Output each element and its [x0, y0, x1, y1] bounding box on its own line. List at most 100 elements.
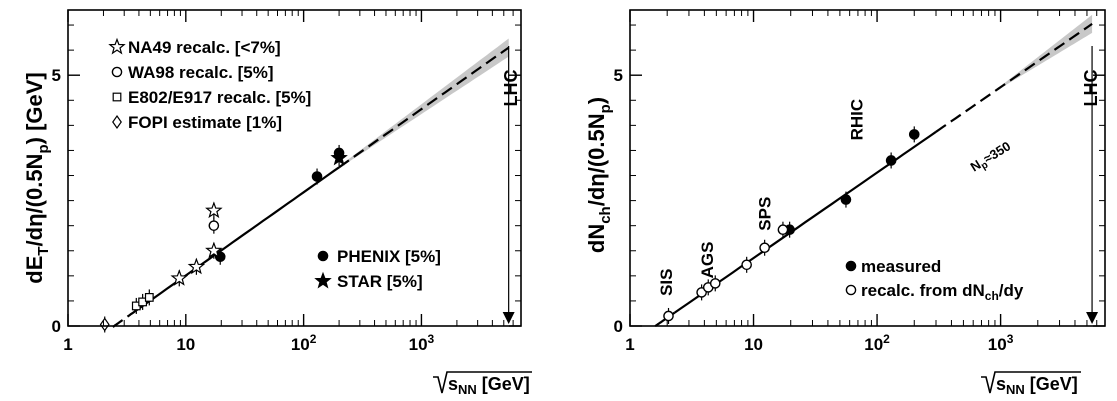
- left-chart: 1 10 102 103 0 5 dET/dη/(0.5Np) [GeV] sNN [Ge…: [22, 9, 532, 397]
- fit-uncertainty-band: [1000, 14, 1093, 89]
- energy-label: AGS: [698, 242, 717, 279]
- open-diamond-icon: [112, 114, 122, 130]
- x-label-root: s: [448, 374, 458, 394]
- legend-item: NA49 recalc. [<7%]: [108, 37, 281, 57]
- lhc-label: LHC: [1081, 70, 1101, 107]
- filled-circle-icon-shape: [317, 250, 329, 262]
- legend-label: WA98 recalc. [5%]: [128, 63, 274, 82]
- open-star-icon-shape: [108, 37, 126, 55]
- y-label-sub2: p: [35, 144, 52, 153]
- fit-uncertainty-band: [339, 38, 509, 169]
- plot-frame: [629, 9, 1106, 327]
- filled-circle-icon: [317, 250, 329, 262]
- filled-circle-icon: [845, 260, 857, 272]
- legend-lower: PHENIX [5%] STAR [5%]: [314, 247, 441, 291]
- y-axis-label: dNch/dη/(0.5Np): [584, 97, 614, 253]
- legend-item: STAR [5%]: [314, 271, 423, 291]
- legend-label: NA49 recalc. [<7%]: [128, 38, 281, 57]
- y-label-mid: /dη/(0.5N: [22, 154, 47, 247]
- open-circle-point: [208, 220, 220, 231]
- x-tick-label: 10: [176, 335, 195, 354]
- y-label-tail: ): [584, 97, 609, 104]
- open-circle-point: [777, 224, 789, 235]
- axes: 1 10 102 103 0 5: [52, 9, 522, 354]
- filled-star-point: [330, 148, 348, 166]
- filled-circle-point: [840, 194, 852, 205]
- y-axis-label: dET/dη/(0.5Np) [GeV]: [22, 72, 52, 284]
- y-label-main: dE: [22, 256, 47, 284]
- open-circle-icon: [845, 284, 857, 296]
- y-label-mid: /dη/(0.5N: [584, 113, 609, 206]
- legend-label-tail: /dy: [999, 281, 1024, 300]
- np-annotation: Np≈350: [968, 138, 1015, 177]
- np-tail: ≈350: [981, 138, 1013, 166]
- lhc-arrow-head: [502, 312, 515, 324]
- x-label-unit: [GeV]: [477, 374, 530, 394]
- legend-item: WA98 recalc. [5%]: [111, 63, 274, 82]
- filled-star-icon-shape: [314, 271, 332, 289]
- legend-label: measured: [861, 257, 941, 276]
- fit-segment: [112, 309, 137, 328]
- open-star-point: [205, 241, 223, 259]
- lhc-label: LHC: [501, 70, 521, 107]
- legend-item: measured: [845, 257, 941, 276]
- legend-label: E802/E917 recalc. [5%]: [128, 88, 311, 107]
- legend-label: recalc. from dNch/dy: [861, 281, 1024, 303]
- legend-item: FOPI estimate [1%]: [112, 113, 282, 132]
- legend: measured recalc. from dNch/dy: [845, 257, 1024, 303]
- data-markers: [663, 126, 920, 324]
- y-tick-label: 0: [52, 317, 61, 336]
- y-tick-label: 0: [614, 317, 623, 336]
- open-circle-point: [709, 278, 721, 289]
- x-axis-label: sNN [GeV]: [433, 371, 532, 397]
- np-sub: p: [979, 160, 990, 173]
- y-label-main: dN: [584, 224, 609, 253]
- sqrt-sign: [981, 371, 1081, 394]
- x-tick-label: 103: [988, 332, 1014, 354]
- legend-label: PHENIX [5%]: [337, 247, 441, 266]
- x-tick-label: 102: [291, 332, 317, 354]
- fit-segment: [135, 166, 340, 312]
- open-star-point: [170, 269, 189, 286]
- x-label-root: s: [996, 374, 1006, 394]
- open-star-point: [187, 257, 206, 275]
- open-square-icon-shape: [112, 92, 122, 102]
- fit-segment: [338, 46, 510, 169]
- band-area: [1000, 14, 1093, 89]
- open-diamond-icon-shape: [112, 114, 122, 130]
- svg-text:sNN [GeV]: sNN [GeV]: [996, 374, 1078, 397]
- svg-text:sNN [GeV]: sNN [GeV]: [448, 374, 530, 397]
- energy-labels: SIS AGS SPS RHIC: [657, 99, 867, 296]
- open-star-icon: [108, 37, 126, 55]
- legend-label: STAR [5%]: [337, 272, 423, 291]
- x-axis-label: sNN [GeV]: [981, 371, 1081, 397]
- open-circle-point: [759, 242, 770, 254]
- x-label-unit: [GeV]: [1025, 374, 1078, 394]
- x-tick-label: 102: [864, 332, 890, 354]
- axes: 1 10 102 103 0 5: [614, 9, 1106, 354]
- y-label-tail: ) [GeV]: [22, 72, 47, 144]
- plot-frame: [67, 9, 522, 327]
- open-square-icon: [112, 92, 122, 102]
- open-circle-icon-shape: [845, 284, 857, 296]
- legend-label: FOPI estimate [1%]: [128, 113, 282, 132]
- fit-segment: [935, 22, 1093, 133]
- x-tick-label: 10: [744, 335, 763, 354]
- energy-label: RHIC: [847, 99, 866, 141]
- y-label-sub1: ch: [597, 206, 614, 224]
- filled-circle-point: [885, 155, 897, 166]
- legend-item: E802/E917 recalc. [5%]: [112, 88, 311, 107]
- legend-item: recalc. from dNch/dy: [845, 281, 1024, 303]
- x-tick-label: 103: [409, 332, 435, 354]
- open-circle-point: [741, 259, 752, 271]
- open-square-point: [144, 293, 154, 302]
- lhc-arrow-head: [1086, 312, 1099, 324]
- open-star-point: [205, 201, 223, 219]
- y-label-sub2: p: [597, 104, 614, 113]
- open-square-point: [138, 297, 148, 307]
- legend-label-sub: ch: [985, 289, 999, 303]
- open-circle-point: [663, 310, 674, 322]
- y-tick-label: 5: [614, 66, 623, 85]
